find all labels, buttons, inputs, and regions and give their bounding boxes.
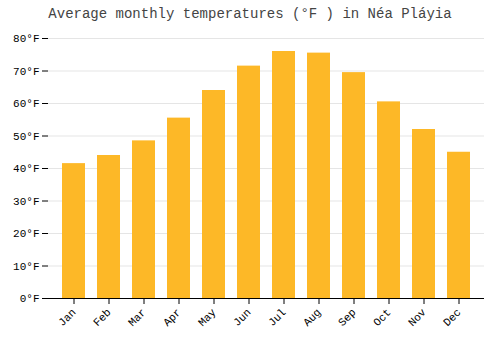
svg-text:80°F: 80°F bbox=[13, 33, 39, 45]
svg-text:Nov: Nov bbox=[406, 306, 429, 329]
svg-text:20°F: 20°F bbox=[13, 228, 39, 240]
svg-text:Aug: Aug bbox=[301, 306, 323, 328]
svg-text:Feb: Feb bbox=[91, 306, 113, 328]
svg-text:10°F: 10°F bbox=[13, 261, 39, 273]
svg-text:30°F: 30°F bbox=[13, 196, 39, 208]
html-text:Average monthly temperatures (: Average monthly temperatures (°F ) in Né… bbox=[48, 6, 452, 22]
svg-text:Apr: Apr bbox=[161, 306, 183, 328]
svg-text:Mar: Mar bbox=[126, 306, 148, 328]
svg-text:Sep: Sep bbox=[336, 306, 358, 328]
svg-text:Dec: Dec bbox=[441, 306, 463, 328]
svg-text:40°F: 40°F bbox=[13, 163, 39, 175]
svg-text:Jun: Jun bbox=[231, 306, 253, 328]
svg-text:60°F: 60°F bbox=[13, 98, 39, 110]
svg-text:Jul: Jul bbox=[266, 306, 288, 328]
svg-text:70°F: 70°F bbox=[13, 66, 39, 78]
svg-text:50°F: 50°F bbox=[13, 131, 39, 143]
svg-text:0°F: 0°F bbox=[20, 293, 40, 305]
svg-text:Jan: Jan bbox=[56, 306, 78, 328]
svg-text:May: May bbox=[196, 306, 219, 329]
svg-text:Oct: Oct bbox=[371, 306, 393, 328]
